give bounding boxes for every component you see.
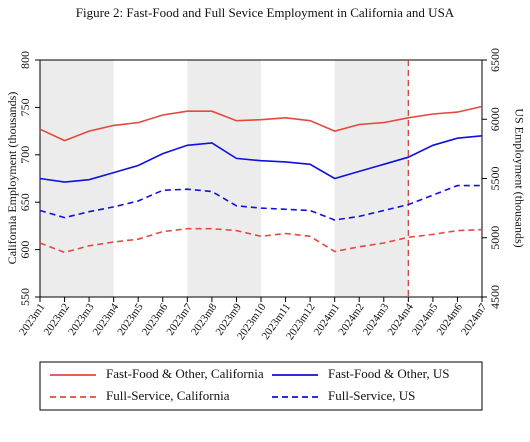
chart-title: Figure 2: Fast-Food and Full Sevice Empl…: [76, 5, 455, 20]
legend-label: Fast-Food & Other, US: [328, 366, 450, 381]
y-tick-label: 800: [18, 51, 32, 69]
y-tick-label: 750: [18, 98, 32, 116]
y-axis-label: California Employment (thousands): [5, 92, 19, 265]
legend-label: Fast-Food & Other, California: [106, 366, 264, 381]
y-tick-label: 600: [18, 241, 32, 259]
y2-axis-label: US Employment (thousands): [512, 108, 526, 247]
series-line: [39, 105, 483, 142]
shaded-band: [334, 60, 409, 297]
y2-tick-label: 6000: [488, 107, 502, 131]
shaded-band: [40, 60, 114, 297]
legend-box: [39, 361, 483, 411]
shaded-bands: [40, 60, 409, 297]
y2-tick-label: 6500: [488, 48, 502, 72]
y2-tick-label: 5000: [488, 226, 502, 250]
legend-label: Full-Service, US: [328, 388, 415, 403]
series-line: [39, 184, 482, 221]
y2-tick-label: 5500: [488, 167, 502, 191]
y2-tick-label: 4500: [488, 285, 502, 309]
y-tick-label: 650: [18, 193, 32, 211]
shaded-band: [187, 60, 261, 297]
y-tick-label: 550: [18, 288, 32, 306]
series-line: [39, 135, 483, 183]
y-tick-label: 700: [18, 146, 32, 164]
legend-label: Full-Service, California: [106, 388, 230, 403]
